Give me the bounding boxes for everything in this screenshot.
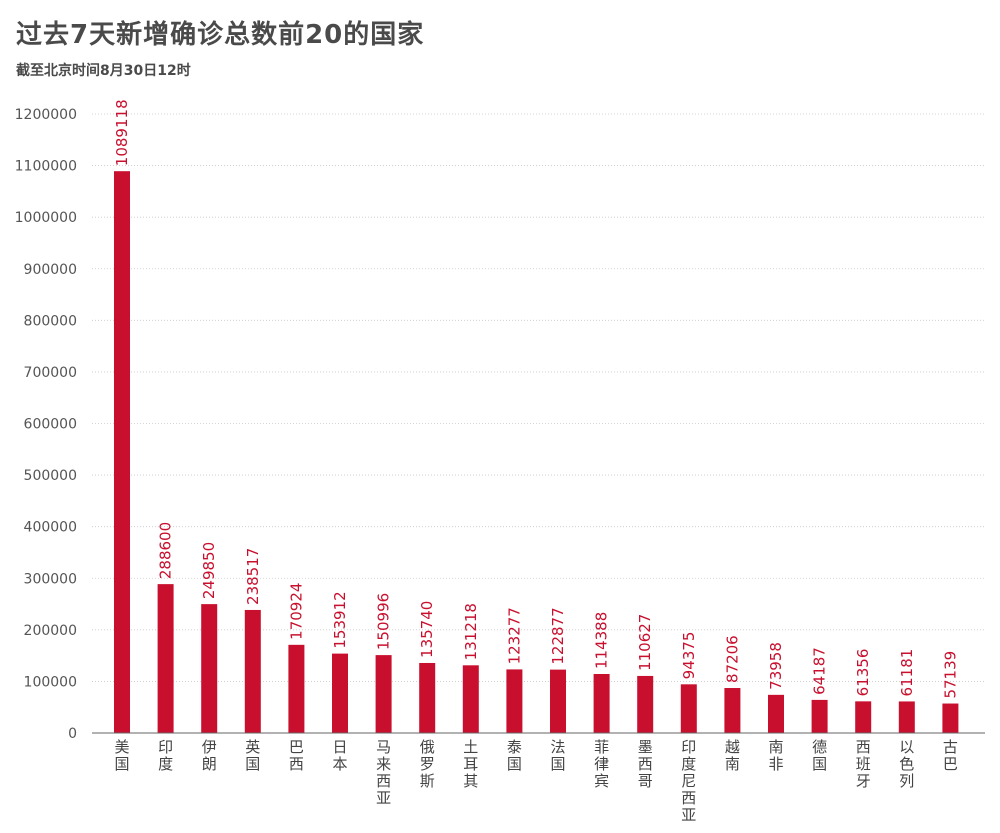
category-label: 巴西 bbox=[289, 738, 304, 773]
y-tick-label: 1000000 bbox=[15, 210, 77, 226]
bar bbox=[768, 694, 784, 733]
bar-value-label: 131218 bbox=[462, 603, 480, 660]
y-tick-label: 200000 bbox=[24, 623, 77, 639]
bar-value-label: 73958 bbox=[767, 642, 785, 690]
category-label: 越南 bbox=[725, 738, 740, 773]
y-tick-label: 1200000 bbox=[15, 107, 77, 123]
bar-value-label: 153912 bbox=[331, 591, 349, 648]
bar-value-label: 238517 bbox=[244, 548, 262, 605]
bar bbox=[506, 669, 523, 733]
bar-value-label: 150996 bbox=[375, 593, 393, 650]
category-label: 南非 bbox=[768, 738, 783, 773]
bar bbox=[550, 669, 566, 733]
bar bbox=[898, 701, 915, 733]
bar bbox=[244, 609, 261, 733]
bar-value-label: 110627 bbox=[636, 614, 654, 671]
category-label: 英国 bbox=[245, 738, 260, 773]
y-tick-label: 600000 bbox=[24, 417, 77, 433]
y-tick-label: 400000 bbox=[24, 520, 77, 536]
value-labels-layer: 1089118 288600 249850 238517 170924 153912 150… bbox=[113, 99, 959, 698]
bar-value-label: 288600 bbox=[157, 522, 175, 579]
bar bbox=[724, 688, 741, 733]
y-tick-label: 100000 bbox=[24, 674, 77, 690]
bar bbox=[157, 584, 174, 733]
bar-value-label: 249850 bbox=[200, 542, 218, 599]
y-tick-label: 800000 bbox=[24, 313, 77, 329]
bar bbox=[811, 699, 828, 733]
category-label: 德国 bbox=[812, 738, 827, 773]
bar bbox=[462, 665, 479, 733]
bar bbox=[855, 701, 872, 733]
y-tick-label: 500000 bbox=[24, 468, 77, 484]
y-tick-label: 1100000 bbox=[15, 159, 77, 175]
y-tick-label: 300000 bbox=[24, 571, 77, 587]
category-label: 伊朗 bbox=[202, 738, 217, 773]
bar-value-label: 1089118 bbox=[113, 99, 131, 166]
y-tick-label: 900000 bbox=[24, 262, 77, 278]
bars-layer bbox=[114, 171, 959, 733]
category-label: 菲律宾 bbox=[594, 738, 609, 790]
bar-value-label: 64187 bbox=[811, 647, 829, 695]
category-label: 马来西亚 bbox=[376, 738, 391, 807]
category-label: 泰国 bbox=[507, 738, 522, 773]
bar bbox=[637, 675, 654, 733]
bar-value-label: 61356 bbox=[854, 649, 872, 697]
category-label: 以色列 bbox=[899, 738, 914, 790]
bar bbox=[201, 604, 218, 733]
bar bbox=[288, 644, 305, 733]
category-label: 土耳其 bbox=[463, 738, 478, 790]
category-label: 西班牙 bbox=[856, 738, 871, 790]
bar-value-label: 94375 bbox=[680, 632, 698, 680]
bar bbox=[114, 171, 130, 733]
bar-value-label: 170924 bbox=[287, 583, 305, 640]
category-label: 印度尼西亚 bbox=[681, 738, 696, 824]
bar-value-label: 114388 bbox=[593, 612, 611, 669]
bar-value-label: 123277 bbox=[505, 607, 523, 664]
y-tick-label: 0 bbox=[68, 726, 77, 742]
category-label: 古巴 bbox=[943, 738, 958, 773]
y-axis-ticks: 0 100000 200000 300000 400000 500000 600000 700… bbox=[15, 107, 77, 742]
bar bbox=[375, 655, 392, 733]
chart-title: 过去7天新增确诊总数前20的国家 bbox=[16, 20, 425, 50]
category-label: 俄罗斯 bbox=[420, 738, 435, 790]
chart-subtitle: 截至北京时间8月30日12时 bbox=[16, 63, 191, 79]
category-label: 日本 bbox=[332, 738, 347, 773]
category-label: 美国 bbox=[114, 738, 129, 773]
bar-value-label: 122877 bbox=[549, 607, 567, 664]
category-label: 印度 bbox=[158, 738, 173, 773]
bar bbox=[680, 684, 697, 733]
y-tick-label: 700000 bbox=[24, 365, 77, 381]
grid-layer bbox=[92, 113, 985, 682]
bar bbox=[419, 662, 436, 733]
bar bbox=[332, 653, 348, 733]
bar-value-label: 61181 bbox=[898, 649, 916, 697]
category-label: 墨西哥 bbox=[638, 738, 653, 790]
bar bbox=[942, 703, 959, 733]
category-label: 法国 bbox=[550, 738, 565, 773]
bar-value-label: 87206 bbox=[723, 635, 741, 683]
bar bbox=[593, 673, 610, 733]
bar-value-label: 135740 bbox=[418, 601, 436, 658]
bar-value-label: 57139 bbox=[941, 651, 959, 699]
